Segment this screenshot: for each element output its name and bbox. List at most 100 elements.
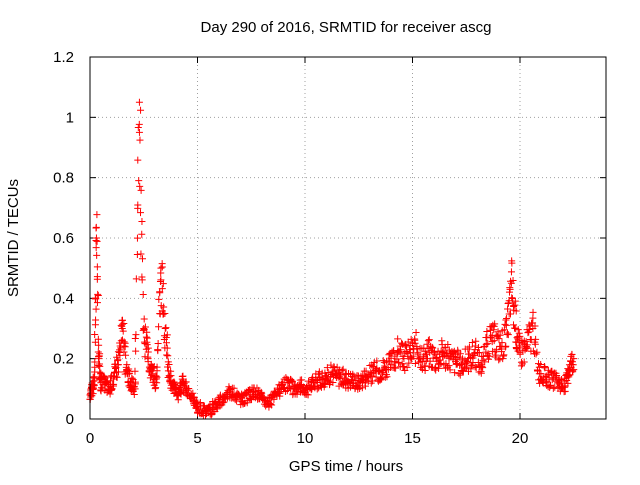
data-point — [279, 380, 287, 388]
data-point-anchor — [406, 349, 414, 357]
data-point — [532, 335, 540, 343]
data-point — [499, 352, 507, 360]
x-tick-label: 15 — [404, 430, 421, 447]
data-point — [230, 384, 238, 392]
data-point — [503, 315, 511, 323]
data-point-anchor — [535, 370, 543, 378]
data-point — [436, 356, 444, 364]
data-point — [156, 289, 164, 297]
data-point-anchor — [374, 367, 382, 375]
data-point — [472, 364, 480, 372]
data-point — [329, 379, 337, 387]
data-point — [110, 380, 118, 388]
data-point-anchor — [316, 376, 324, 384]
data-point — [409, 352, 417, 360]
data-point — [143, 328, 151, 336]
data-point — [137, 106, 145, 114]
chart-title: Day 290 of 2016, SRMTID for receiver asc… — [201, 19, 492, 36]
data-point — [134, 201, 142, 209]
data-point — [405, 359, 413, 367]
data-point — [92, 244, 100, 252]
data-point-anchor — [329, 370, 337, 378]
data-point — [94, 335, 102, 343]
data-point — [112, 365, 120, 373]
data-point — [106, 390, 114, 398]
data-point — [468, 362, 476, 370]
data-point — [479, 364, 487, 372]
grid-lines — [90, 57, 606, 419]
data-point-anchor — [153, 379, 161, 387]
data-point — [412, 328, 420, 336]
data-point — [92, 316, 100, 324]
data-point-anchor — [174, 391, 182, 399]
data-point — [313, 385, 321, 393]
data-point — [135, 120, 143, 128]
data-point — [501, 320, 509, 328]
y-tick-label: 1 — [66, 109, 74, 126]
data-point — [138, 230, 146, 238]
data-point — [425, 336, 433, 344]
data-point — [94, 292, 102, 300]
data-point — [511, 297, 519, 305]
x-tick-label: 0 — [86, 430, 94, 447]
data-point — [134, 156, 142, 164]
data-point — [206, 405, 214, 413]
data-point-anchor — [131, 385, 139, 393]
data-point-anchor — [290, 385, 298, 393]
data-point — [144, 344, 152, 352]
data-point — [114, 368, 122, 376]
data-point — [138, 276, 146, 284]
data-point — [137, 209, 144, 217]
data-point — [93, 299, 101, 307]
data-point-anchor — [297, 382, 305, 390]
data-point-anchor — [368, 370, 376, 378]
data-point-anchor — [170, 385, 178, 393]
data-point-anchor — [548, 376, 556, 384]
data-point — [445, 362, 453, 370]
data-point-anchor — [284, 379, 292, 387]
data-point — [328, 370, 336, 378]
data-point — [435, 364, 443, 372]
data-point — [286, 383, 294, 391]
data-point — [138, 255, 146, 263]
data-point-anchor — [232, 391, 240, 399]
data-point-anchor — [419, 355, 427, 363]
data-point — [456, 371, 464, 379]
data-point — [568, 350, 576, 358]
data-point — [387, 354, 395, 362]
data-point — [196, 398, 204, 406]
data-point — [403, 363, 411, 371]
data-point-anchor — [400, 355, 408, 363]
data-point-anchor — [565, 361, 573, 369]
data-point-anchor — [464, 355, 472, 363]
x-tick-label: 20 — [512, 430, 529, 447]
data-point — [444, 341, 452, 349]
data-point-anchor — [183, 385, 191, 393]
data-point-anchor — [226, 388, 234, 396]
data-point-anchor — [432, 355, 440, 363]
data-point — [324, 369, 332, 377]
data-point — [515, 329, 523, 337]
data-point — [113, 373, 121, 381]
data-point — [91, 330, 99, 338]
y-tick-label: 0.2 — [53, 351, 74, 368]
data-point — [383, 373, 391, 381]
data-points — [86, 98, 578, 420]
data-point — [94, 290, 102, 298]
data-point-anchor — [426, 349, 434, 357]
data-point — [137, 250, 145, 258]
data-point-anchor — [101, 379, 109, 387]
data-point — [136, 136, 144, 144]
data-point-anchor — [387, 361, 395, 369]
data-point — [165, 361, 173, 369]
data-point-anchor — [166, 373, 174, 381]
data-point-anchor — [439, 349, 447, 357]
data-point-anchor — [342, 376, 350, 384]
data-point — [471, 363, 479, 371]
data-point — [529, 308, 537, 316]
data-point — [123, 361, 131, 369]
data-point-anchor — [127, 379, 135, 387]
data-point-anchor — [144, 355, 152, 363]
data-point — [515, 344, 523, 352]
